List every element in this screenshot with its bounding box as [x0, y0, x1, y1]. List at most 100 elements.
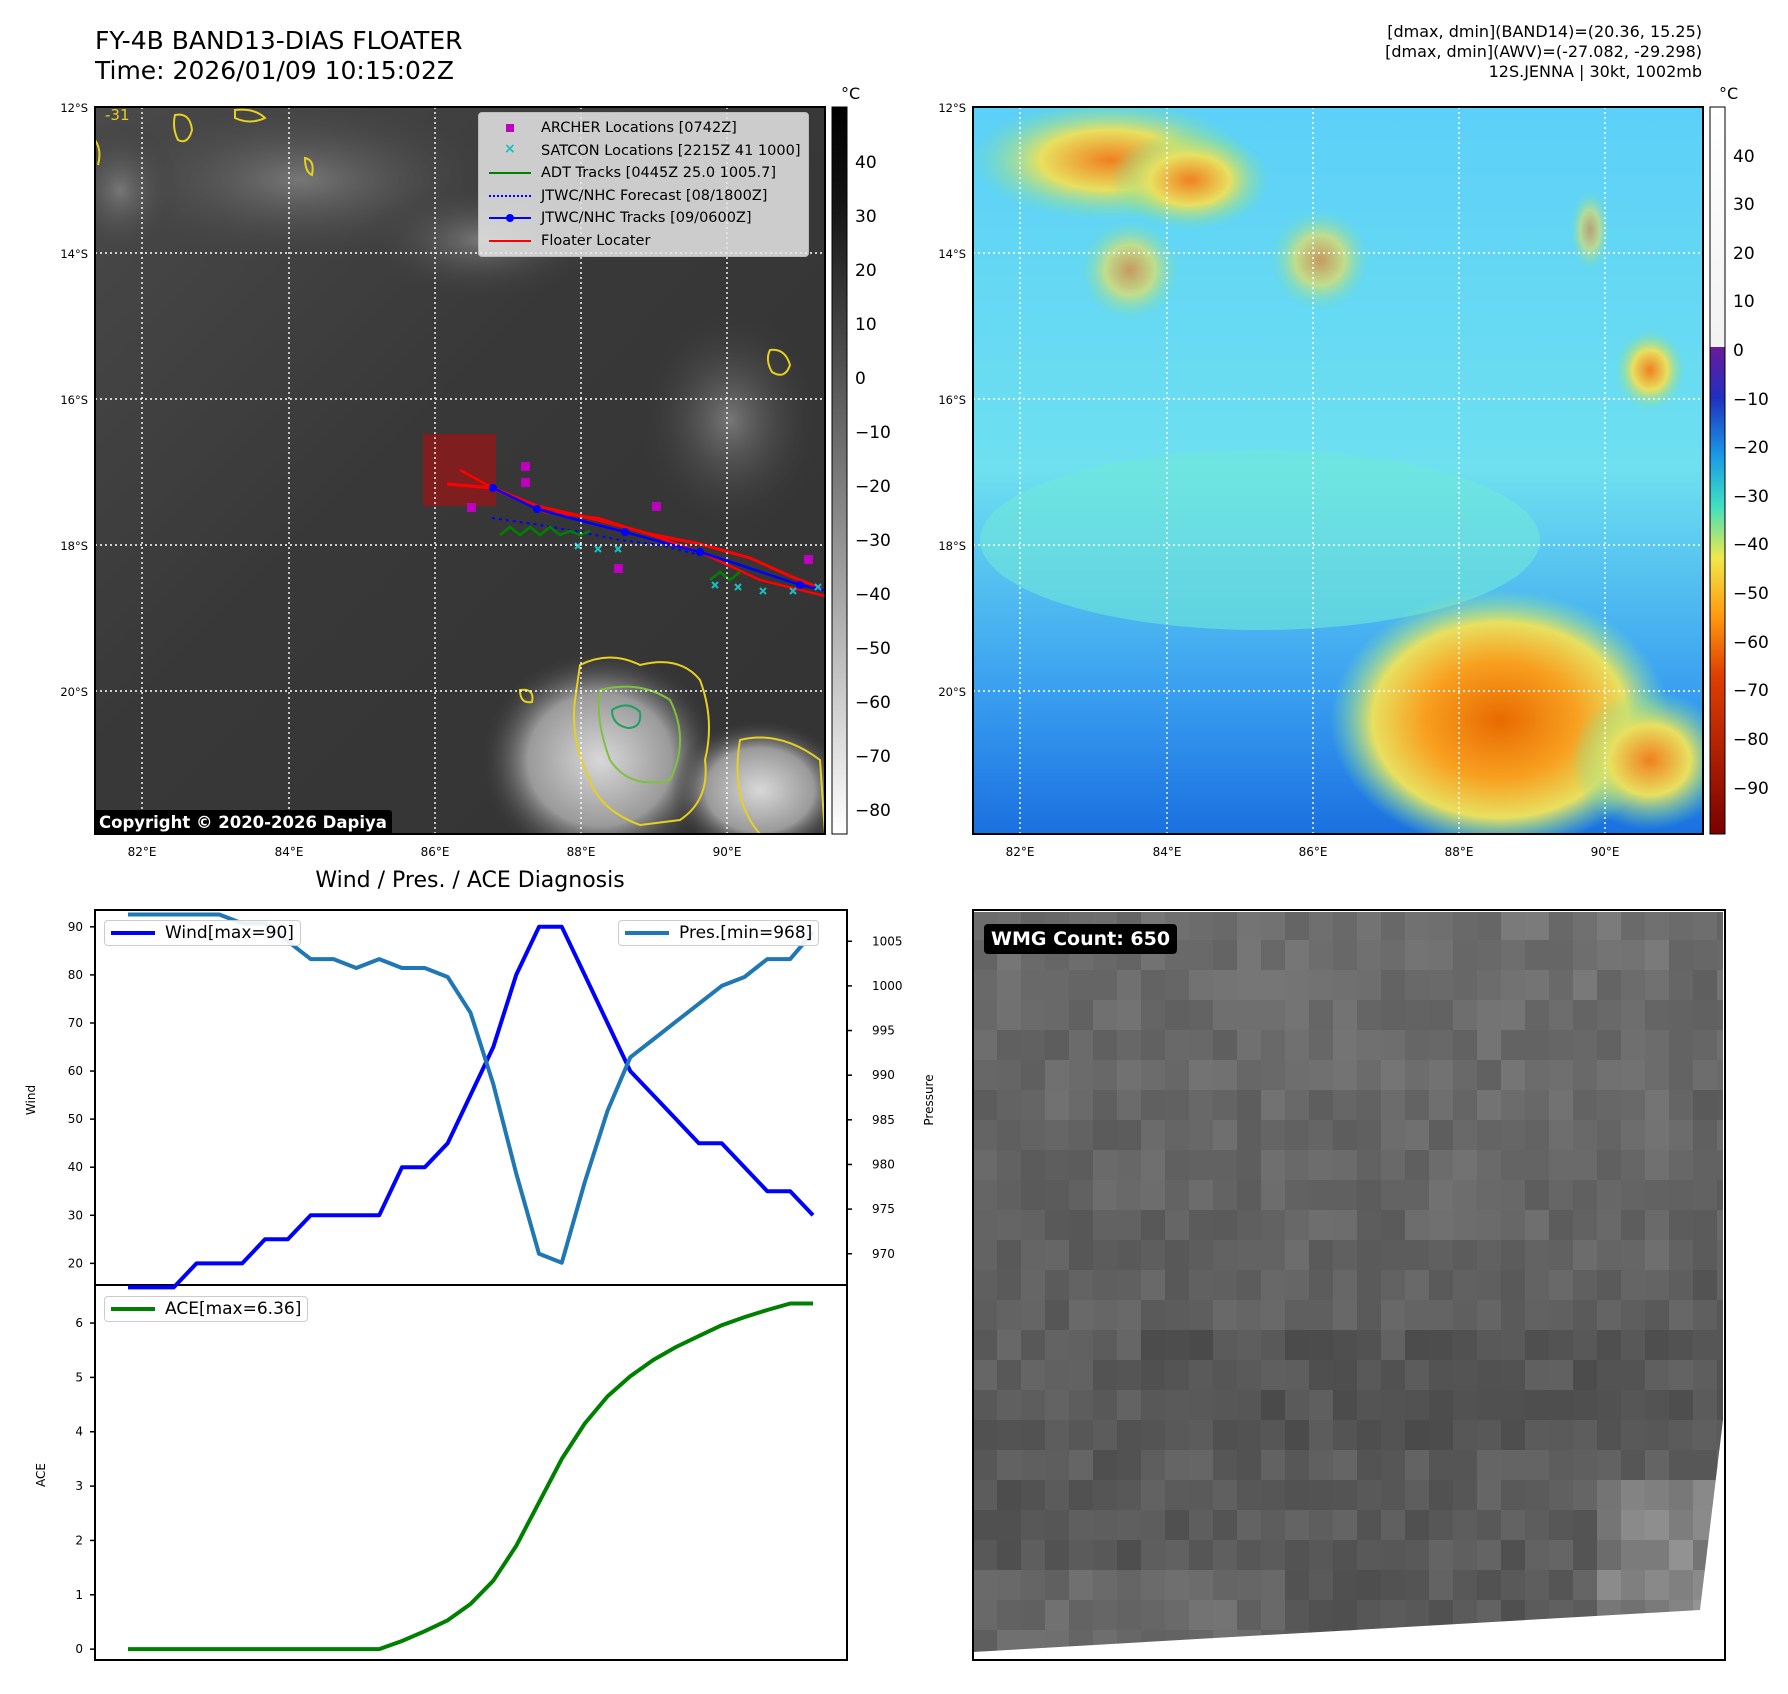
wind-legend-label: Wind[max=90] — [165, 923, 294, 943]
ytick-label: 1000 — [872, 979, 903, 993]
line-icon — [625, 931, 669, 935]
wv-lat-label: 16°S — [938, 393, 966, 407]
pressure-legend-label: Pres.[min=968] — [679, 923, 813, 943]
legend-label: SATCON Locations [2215Z 41 1000] — [541, 142, 801, 159]
ir-cb-tick: −50 — [855, 639, 891, 659]
figure-title: FY-4B BAND13-DIAS FLOATER Time: 2026/01/… — [95, 26, 463, 86]
pressure-axis-label: Pressure — [922, 1074, 936, 1125]
wv-gridlines — [973, 107, 1703, 834]
ir-cb-tick: −40 — [855, 585, 891, 605]
wv-lon-label: 86°E — [1299, 845, 1328, 859]
ytick-label: 1 — [75, 1588, 83, 1602]
wv-cb-tick: −80 — [1733, 730, 1769, 750]
ir-colorbar-unit: °C — [841, 84, 860, 103]
wv-lat-label: 20°S — [938, 685, 966, 699]
ir-cb-tick: −20 — [855, 477, 891, 497]
contour-label: -31 — [105, 106, 130, 124]
wv-cb-tick: 20 — [1733, 244, 1755, 264]
square-marker-icon — [487, 121, 533, 135]
wv-satellite-image — [973, 107, 1703, 834]
series-line — [128, 912, 815, 1265]
ir-cb-tick: −10 — [855, 423, 891, 443]
ytick-label: 0 — [75, 1642, 83, 1656]
line-icon — [111, 931, 155, 935]
ir-lon-label: 86°E — [421, 845, 450, 859]
ace-yticks: 0 1 2 3 4 5 6 — [75, 1316, 95, 1656]
ytick-label: 975 — [872, 1202, 895, 1216]
ytick-label: 60 — [68, 1064, 83, 1078]
ir-cb-tick: −30 — [855, 531, 891, 551]
x-marker-icon: × — [504, 140, 516, 157]
wv-cb-tick: −10 — [1733, 390, 1769, 410]
storm-info-header: [dmax, dmin](BAND14)=(20.36, 15.25) [dma… — [1385, 22, 1702, 82]
ir-colorbar — [831, 106, 848, 835]
wv-cb-tick: −50 — [1733, 584, 1769, 604]
wv-panel-frame — [972, 106, 1704, 835]
ytick-label: 4 — [75, 1425, 83, 1439]
diagnosis-title: Wind / Pres. / ACE Diagnosis — [315, 868, 625, 893]
ytick-label: 70 — [68, 1016, 83, 1030]
ir-cb-tick: 40 — [855, 153, 877, 173]
copyright-badge: Copyright © 2020-2026 Dapiya — [94, 810, 392, 835]
storm-summary: 12S.JENNA | 30kt, 1002mb — [1488, 62, 1702, 81]
ytick-label: 5 — [75, 1370, 83, 1384]
ir-panel-frame — [94, 106, 826, 835]
wv-lon-label: 90°E — [1591, 845, 1620, 859]
legend-label: JTWC/NHC Forecast [08/1800Z] — [541, 187, 768, 204]
satcon-markers — [574, 542, 822, 595]
title-line-2: Time: 2026/01/09 10:15:02Z — [95, 56, 454, 85]
awv-minmax: [dmax, dmin](AWV)=(-27.082, -29.298) — [1385, 42, 1702, 61]
ytick-label: 995 — [872, 1024, 895, 1038]
ytick-label: 980 — [872, 1157, 895, 1171]
ir-lon-label: 82°E — [128, 845, 157, 859]
wv-cb-tick: 10 — [1733, 292, 1755, 312]
wv-lat-label: 12°S — [938, 101, 966, 115]
legend-item-jtwc-forecast: JTWC/NHC Forecast [08/1800Z] — [487, 185, 800, 208]
ir-cb-tick: 20 — [855, 261, 877, 281]
adt-track — [499, 525, 591, 537]
ir-lat-label: 16°S — [60, 393, 88, 407]
title-line-1: FY-4B BAND13-DIAS FLOATER — [95, 26, 463, 55]
ytick-label: 80 — [68, 968, 83, 982]
wv-colorbar-ticks: 40 30 20 10 0 −10 −20 −30 −40 −50 −60 −7… — [1733, 147, 1769, 799]
legend-item-archer: ARCHER Locations [0742Z] — [487, 117, 800, 140]
pressure-series — [128, 912, 815, 1265]
ytick-label: 6 — [75, 1316, 83, 1330]
wmg-count-badge: WMG Count: 650 — [984, 924, 1178, 954]
ir-lon-label: 84°E — [275, 845, 304, 859]
legend-item-adt: ADT Tracks [0445Z 25.0 1005.7] — [487, 162, 800, 185]
ace-legend-label: ACE[max=6.36] — [165, 1299, 302, 1319]
wmg-image — [973, 912, 1723, 1652]
wv-cb-tick: −60 — [1733, 633, 1769, 653]
solid-line-icon — [487, 166, 533, 180]
legend-label: ARCHER Locations [0742Z] — [541, 120, 737, 137]
wv-lon-label: 84°E — [1153, 845, 1182, 859]
wv-colorbar — [1709, 106, 1726, 835]
legend-label: Floater Locater — [541, 232, 651, 249]
legend-label: JTWC/NHC Tracks [09/0600Z] — [541, 210, 752, 227]
ir-cb-tick: 0 — [855, 369, 866, 389]
ytick-label: 990 — [872, 1068, 895, 1082]
wv-cb-tick: −90 — [1733, 779, 1769, 799]
jtwc-forecast-track — [491, 517, 701, 556]
ir-lat-labels: 12°S 14°S 16°S 18°S 20°S — [60, 101, 88, 699]
ir-cb-tick: −70 — [855, 747, 891, 767]
ytick-label: 50 — [68, 1112, 83, 1126]
ir-colorbar-ticks: 40 30 20 10 0 −10 −20 −30 −40 −50 −60 −7… — [855, 153, 891, 821]
ir-cb-tick: −60 — [855, 693, 891, 713]
wind-axis-label: Wind — [24, 1085, 38, 1115]
ace-legend: ACE[max=6.36] — [104, 1296, 309, 1322]
archer-markers — [467, 462, 813, 573]
wv-cb-tick: −40 — [1733, 535, 1769, 555]
ir-legend: ARCHER Locations [0742Z] × SATCON Locati… — [478, 112, 810, 257]
ytick-label: 30 — [68, 1208, 83, 1222]
ytick-label: 90 — [68, 920, 83, 934]
wv-cb-tick: −70 — [1733, 681, 1769, 701]
wind-series — [128, 924, 815, 1290]
legend-item-floater: Floater Locater — [487, 230, 800, 253]
wv-lat-label: 14°S — [938, 247, 966, 261]
wind-legend: Wind[max=90] — [104, 920, 301, 946]
ir-lon-label: 90°E — [713, 845, 742, 859]
legend-item-jtwc-tracks: JTWC/NHC Tracks [09/0600Z] — [487, 207, 800, 230]
pressure-yticks: 970 975 980 985 990 995 1000 1005 — [847, 934, 903, 1261]
